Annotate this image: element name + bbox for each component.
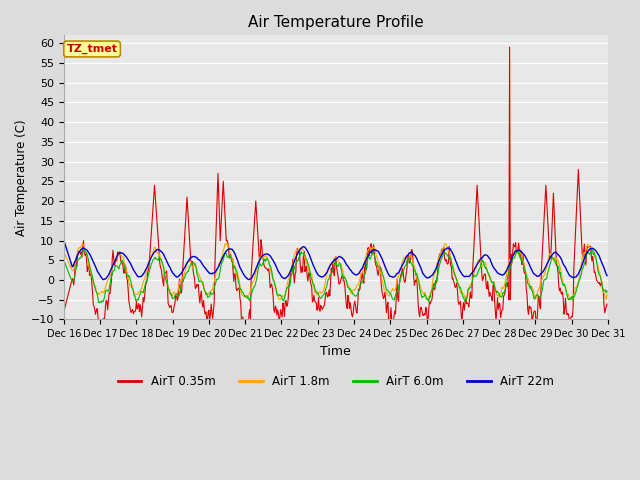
AirT 1.8m (126, 282, 134, 288)
AirT 0.35m (506, 44, 513, 50)
AirT 22m (70, 262, 77, 267)
AirT 1.8m (419, 289, 427, 295)
Line: AirT 22m: AirT 22m (64, 240, 607, 280)
AirT 1.8m (221, 240, 229, 246)
AirT 6.0m (127, 277, 134, 283)
AirT 6.0m (604, 288, 611, 294)
AirT 22m (182, 263, 189, 269)
AirT 0.35m (60, 309, 68, 314)
Line: AirT 6.0m: AirT 6.0m (64, 249, 607, 303)
AirT 0.35m (98, 334, 106, 340)
AirT 22m (403, 254, 410, 260)
AirT 1.8m (181, 270, 189, 276)
AirT 0.35m (182, 219, 189, 225)
AirT 6.0m (182, 272, 189, 277)
Text: TZ_tmet: TZ_tmet (67, 44, 118, 54)
AirT 0.35m (127, 307, 134, 313)
AirT 6.0m (211, 285, 218, 291)
AirT 1.8m (60, 250, 68, 255)
AirT 22m (99, 277, 107, 283)
AirT 22m (60, 238, 68, 243)
AirT 1.8m (276, 297, 284, 302)
AirT 0.35m (604, 301, 611, 307)
AirT 6.0m (403, 262, 410, 268)
AirT 0.35m (70, 282, 77, 288)
AirT 22m (127, 260, 134, 266)
AirT 1.8m (604, 292, 611, 298)
AirT 22m (211, 270, 218, 276)
AirT 22m (604, 273, 611, 278)
X-axis label: Time: Time (321, 345, 351, 358)
AirT 1.8m (70, 266, 77, 272)
AirT 6.0m (418, 295, 426, 300)
AirT 6.0m (60, 257, 68, 263)
AirT 1.8m (403, 256, 411, 262)
AirT 6.0m (95, 300, 103, 306)
Line: AirT 0.35m: AirT 0.35m (64, 47, 607, 337)
Y-axis label: Air Temperature (C): Air Temperature (C) (15, 119, 28, 236)
Title: Air Temperature Profile: Air Temperature Profile (248, 15, 424, 30)
AirT 22m (418, 268, 426, 274)
AirT 1.8m (210, 282, 218, 288)
Legend: AirT 0.35m, AirT 1.8m, AirT 6.0m, AirT 22m: AirT 0.35m, AirT 1.8m, AirT 6.0m, AirT 2… (113, 371, 559, 393)
Line: AirT 1.8m: AirT 1.8m (64, 243, 607, 300)
AirT 0.35m (418, 308, 426, 313)
AirT 0.35m (211, 299, 218, 305)
AirT 6.0m (70, 276, 77, 282)
AirT 6.0m (588, 246, 596, 252)
AirT 0.35m (403, 272, 410, 277)
